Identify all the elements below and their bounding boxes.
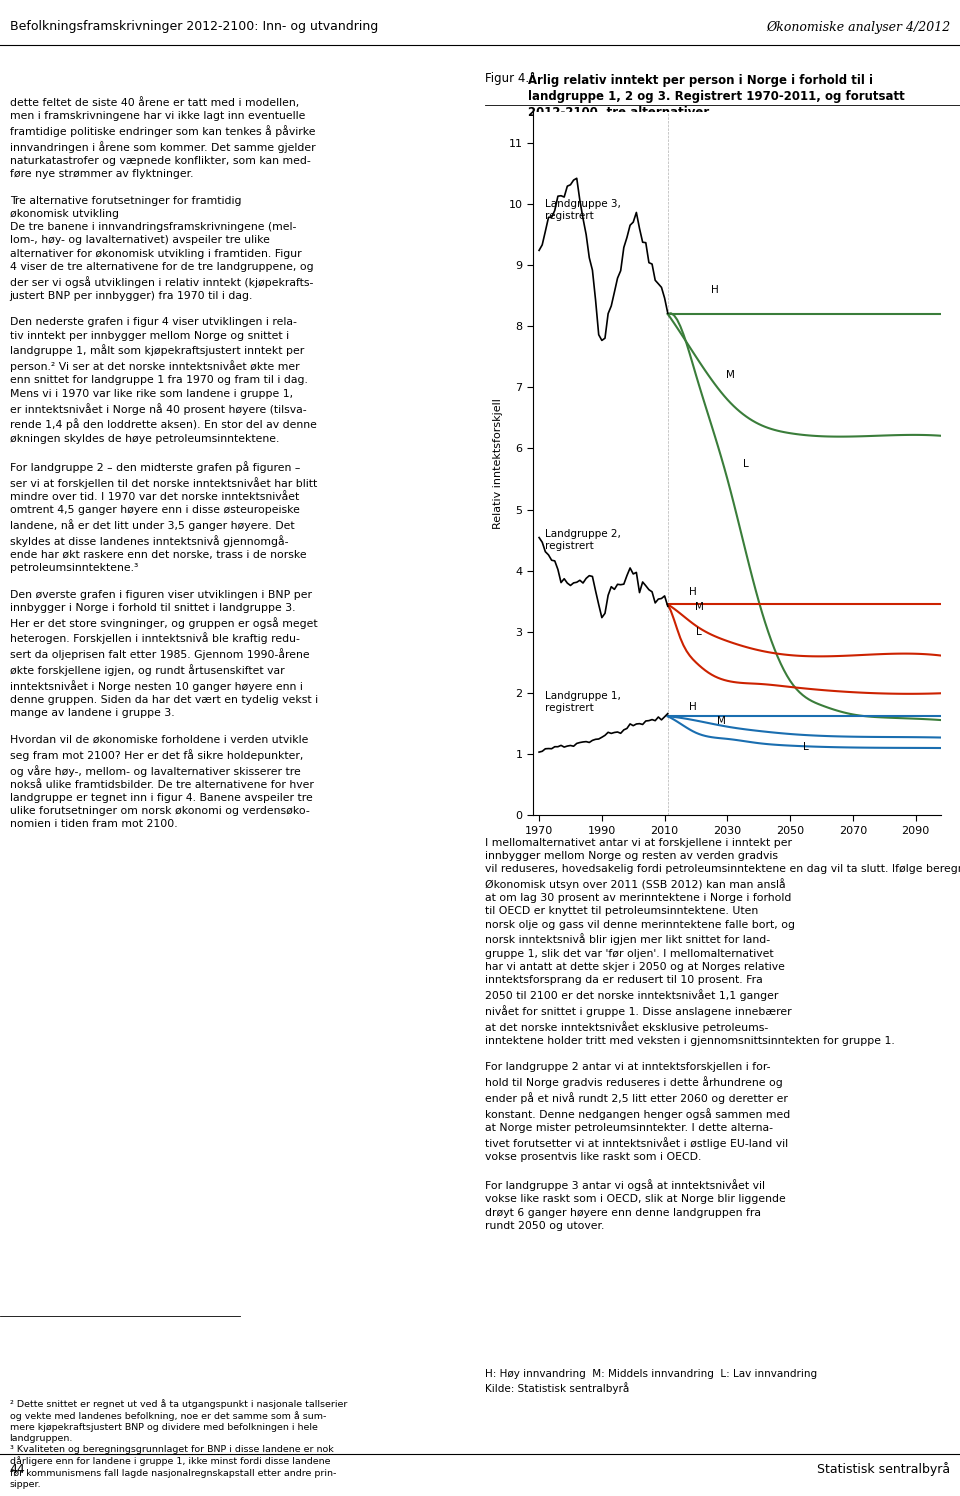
Text: dette feltet de siste 40 årene er tatt med i modellen,
men i framskrivningene ha: dette feltet de siste 40 årene er tatt m…	[10, 97, 318, 829]
Text: 44: 44	[10, 1463, 25, 1475]
Text: ² Dette snittet er regnet ut ved å ta utgangspunkt i nasjonale tallserier
og vek: ² Dette snittet er regnet ut ved å ta ut…	[10, 1399, 347, 1489]
Text: M: M	[695, 603, 704, 612]
Text: H: Høy innvandring  M: Middels innvandring  L: Lav innvandring
Kilde: Statistisk: H: Høy innvandring M: Middels innvandrin…	[485, 1369, 817, 1394]
Text: H: H	[711, 284, 719, 295]
Y-axis label: Relativ inntektsforskjell: Relativ inntektsforskjell	[492, 398, 503, 530]
Text: Befolkningsframskrivninger 2012-2100: Inn- og utvandring: Befolkningsframskrivninger 2012-2100: In…	[10, 21, 378, 33]
Text: Landgruppe 3,
registrert: Landgruppe 3, registrert	[545, 199, 621, 221]
Text: M: M	[717, 715, 726, 726]
Text: L: L	[743, 459, 749, 468]
Text: I mellomalternativet antar vi at forskjellene i inntekt per
innbygger mellom Nor: I mellomalternativet antar vi at forskje…	[485, 838, 960, 1231]
Text: Landgruppe 1,
registrert: Landgruppe 1, registrert	[545, 691, 621, 714]
Text: Årlig relativ inntekt per person i Norge i forhold til i
landgruppe 1, 2 og 3. R: Årlig relativ inntekt per person i Norge…	[528, 72, 904, 118]
Text: Figur 4.: Figur 4.	[485, 72, 537, 85]
Text: H: H	[689, 588, 697, 597]
Text: Økonomiske analyser 4/2012: Økonomiske analyser 4/2012	[766, 21, 950, 33]
Text: Statistisk sentralbyrå: Statistisk sentralbyrå	[817, 1462, 950, 1477]
Text: Landgruppe 2,
registrert: Landgruppe 2, registrert	[545, 530, 621, 551]
Text: M: M	[726, 370, 735, 380]
Text: L: L	[696, 627, 702, 637]
Text: H: H	[689, 702, 697, 712]
Text: L: L	[803, 742, 808, 752]
